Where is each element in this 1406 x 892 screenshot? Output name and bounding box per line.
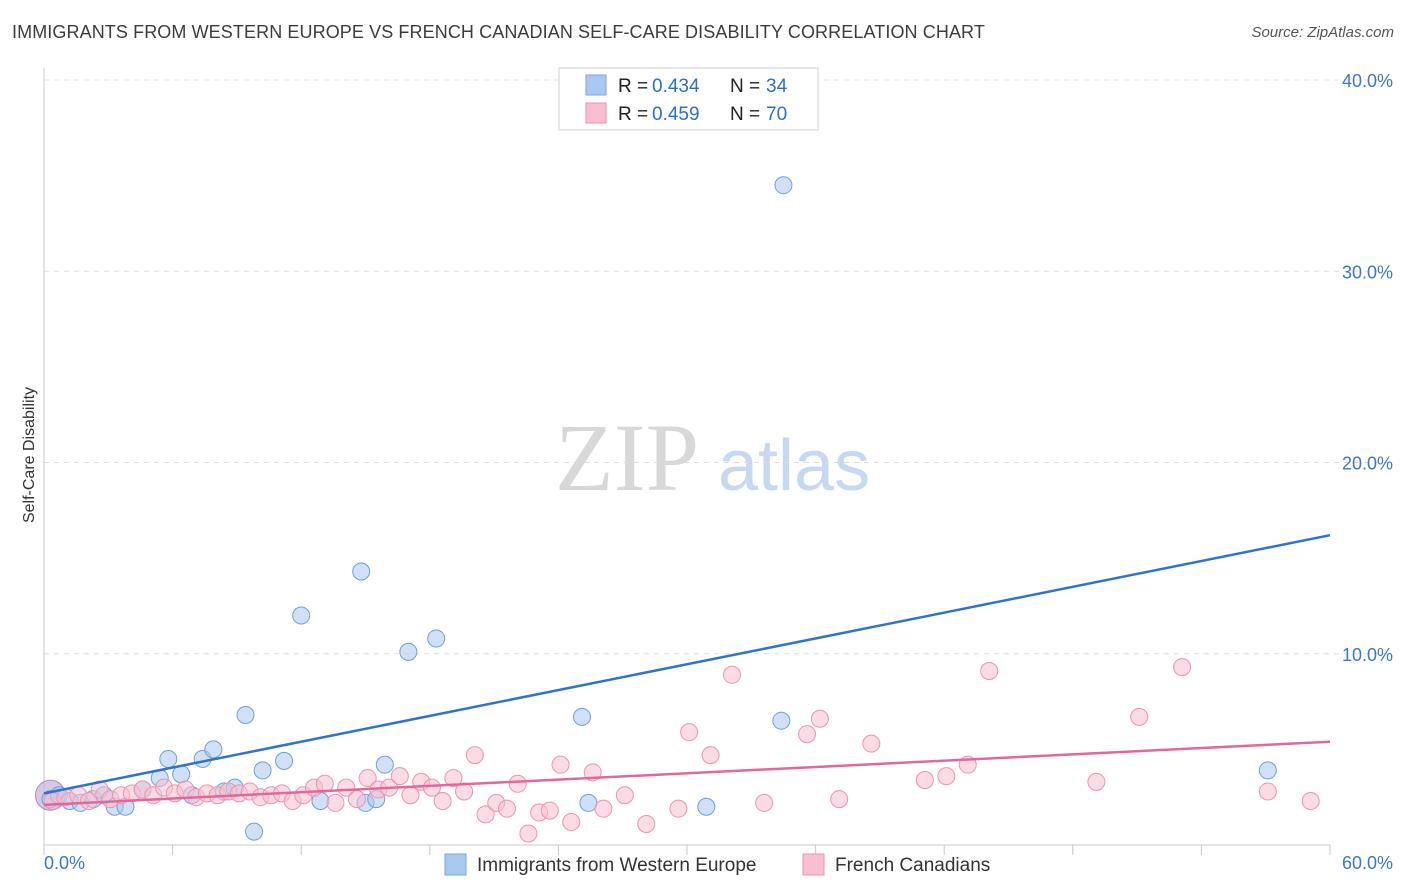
point-french-canadians <box>455 782 474 801</box>
point-french-canadians <box>680 723 699 742</box>
legend-n-label-1: N = <box>730 76 760 97</box>
point-french-canadians <box>519 824 538 843</box>
point-french-canadians <box>980 661 999 680</box>
point-french-canadians <box>476 805 495 824</box>
point-french-canadians <box>810 709 829 728</box>
point-western-europe <box>579 793 598 812</box>
watermark-atlas: atlas <box>718 426 870 506</box>
axes <box>43 68 1331 855</box>
source-label: Source: ZipAtlas.com <box>1251 24 1394 41</box>
trend-line-french-canadians <box>43 740 1331 807</box>
bottom-legend: Immigrants from Western Europe French Ca… <box>444 853 990 876</box>
point-western-europe <box>1258 761 1277 780</box>
bottom-legend-label-western-europe: Immigrants from Western Europe <box>477 855 756 876</box>
point-french-canadians <box>755 793 774 812</box>
point-french-canadians <box>615 786 634 805</box>
point-french-canadians <box>562 813 581 832</box>
point-french-canadians <box>551 755 570 774</box>
point-french-canadians <box>798 725 817 744</box>
point-western-europe <box>399 642 418 661</box>
top-legend: R = 0.434 N = 34 R = 0.459 N = 70 <box>558 67 819 131</box>
point-french-canadians <box>347 790 366 809</box>
legend-r-label-1: R = <box>618 76 648 97</box>
legend-n-label-2: N = <box>730 104 760 125</box>
point-western-europe <box>352 562 371 581</box>
point-western-europe <box>245 822 264 841</box>
point-french-canadians <box>937 767 956 786</box>
point-french-canadians <box>540 801 559 820</box>
legend-r-label-2: R = <box>618 104 648 125</box>
point-french-canadians <box>1173 658 1192 677</box>
point-french-canadians <box>433 792 452 811</box>
point-french-canadians <box>508 774 527 793</box>
point-french-canadians <box>326 793 345 812</box>
y-tick-label: 10.0% <box>1342 645 1393 665</box>
chart-title: IMMIGRANTS FROM WESTERN EUROPE VS FRENCH… <box>12 22 985 42</box>
point-western-europe <box>236 705 255 724</box>
watermark-zip: ZIP <box>555 404 699 511</box>
point-western-europe <box>772 711 791 730</box>
legend-n-value-2: 70 <box>766 104 787 125</box>
y-tick-labels: 10.0% 20.0% 30.0% 40.0% <box>1342 71 1393 665</box>
point-french-canadians <box>390 767 409 786</box>
bottom-legend-swatch-western-europe <box>444 853 467 876</box>
point-western-europe <box>204 740 223 759</box>
point-western-europe <box>375 755 394 774</box>
legend-r-value-1: 0.434 <box>652 76 700 97</box>
point-french-canadians <box>1087 772 1106 791</box>
point-western-europe <box>774 176 793 195</box>
legend-r-value-2: 0.459 <box>652 104 700 125</box>
point-western-europe <box>275 751 294 770</box>
bottom-legend-swatch-french-canadians <box>802 853 825 876</box>
legend-swatch-french-canadians <box>585 102 607 124</box>
trend-line-western-europe <box>43 533 1331 795</box>
point-french-canadians <box>701 746 720 765</box>
point-western-europe <box>572 707 591 726</box>
point-french-canadians <box>358 769 377 788</box>
point-french-canadians <box>1301 792 1320 811</box>
point-french-canadians <box>1130 707 1149 726</box>
point-french-canadians <box>637 814 656 833</box>
y-tick-label: 40.0% <box>1342 71 1393 91</box>
trend-lines <box>43 533 1331 807</box>
point-french-canadians <box>915 770 934 789</box>
point-western-europe <box>292 606 311 625</box>
point-french-canadians <box>723 665 742 684</box>
legend-swatch-western-europe <box>585 74 607 96</box>
point-french-canadians <box>497 799 516 818</box>
point-french-canadians <box>594 799 613 818</box>
point-french-canadians <box>422 778 441 797</box>
point-french-canadians <box>669 799 688 818</box>
x-tick-min: 0.0% <box>44 853 85 873</box>
point-western-europe <box>427 629 446 648</box>
point-french-canadians <box>337 778 356 797</box>
y-axis-title: Self-Care Disability <box>21 387 38 523</box>
bottom-legend-label-french-canadians: French Canadians <box>835 855 990 876</box>
grid-lines <box>44 79 1393 655</box>
point-french-canadians <box>444 769 463 788</box>
point-western-europe <box>159 749 178 768</box>
point-french-canadians <box>862 734 881 753</box>
legend-n-value-1: 34 <box>766 76 788 97</box>
y-tick-label: 20.0% <box>1342 454 1393 474</box>
x-tick-max: 60.0% <box>1342 853 1393 873</box>
point-french-canadians <box>830 790 849 809</box>
y-tick-label: 30.0% <box>1342 262 1393 282</box>
point-french-canadians <box>1258 782 1277 801</box>
point-french-canadians <box>465 746 484 765</box>
point-western-europe <box>253 761 272 780</box>
point-western-europe <box>697 797 716 816</box>
